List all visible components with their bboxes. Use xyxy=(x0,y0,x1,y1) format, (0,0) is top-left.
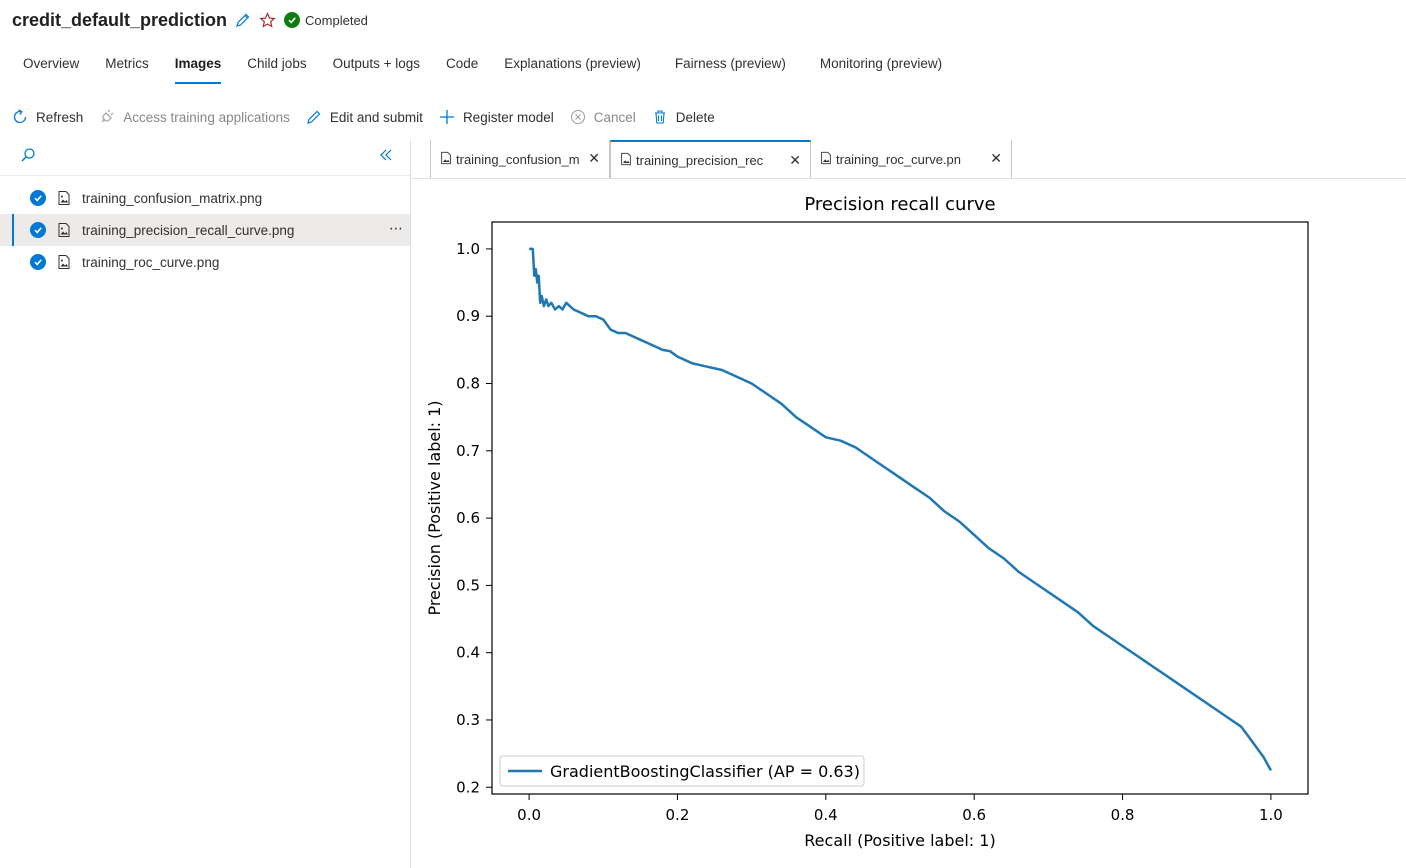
x-tick-label: 0.0 xyxy=(517,806,541,824)
search-icon[interactable] xyxy=(20,147,36,168)
edit-and-submit-button[interactable]: Edit and submit xyxy=(306,109,423,125)
checkmark-icon[interactable] xyxy=(30,254,46,270)
file-list-header xyxy=(0,140,410,176)
plus-icon xyxy=(439,110,454,124)
image-file-icon xyxy=(56,222,72,238)
tab-images[interactable]: Images xyxy=(162,46,235,86)
series-line xyxy=(529,247,1272,772)
close-icon[interactable]: ✕ xyxy=(588,150,600,166)
y-tick-label: 0.7 xyxy=(456,442,480,460)
image-tab-precision-recall[interactable]: training_precision_rec ✕ xyxy=(610,140,811,178)
x-tick-label: 0.2 xyxy=(666,806,690,824)
more-options-icon[interactable]: ⋯ xyxy=(389,220,404,236)
checkmark-icon[interactable] xyxy=(30,190,46,206)
x-tick-label: 0.8 xyxy=(1111,806,1135,824)
image-file-icon xyxy=(619,152,633,169)
y-tick-label: 1.0 xyxy=(456,240,480,258)
tab-explanations[interactable]: Explanations (preview) xyxy=(504,56,641,71)
favorite-star-icon[interactable] xyxy=(259,11,276,29)
job-title: credit_default_prediction xyxy=(12,9,228,30)
tab-fairness[interactable]: Fairness (preview) xyxy=(674,56,786,71)
image-tab-strip: training_confusion_m ✕ training_precisio… xyxy=(430,140,1012,178)
delete-label: Delete xyxy=(675,109,715,125)
x-tick-label: 0.6 xyxy=(962,806,986,824)
pencil-icon xyxy=(307,110,321,124)
collapse-panel-icon[interactable] xyxy=(378,147,394,168)
image-file-icon xyxy=(439,151,453,168)
file-name: training_confusion_matrix.png xyxy=(82,190,263,206)
tab-monitoring[interactable]: Monitoring (preview) xyxy=(819,56,943,71)
image-file-list-panel: training_confusion_matrix.png training_p… xyxy=(0,140,411,868)
file-name: training_roc_curve.png xyxy=(82,254,220,270)
register-model-button[interactable]: Register model xyxy=(439,109,554,125)
y-axis-label: Precision (Positive label: 1) xyxy=(425,400,444,615)
image-tab-roc-curve[interactable]: training_roc_curve.pn ✕ xyxy=(811,140,1012,178)
delete-button[interactable]: Delete xyxy=(652,109,715,125)
plug-icon xyxy=(101,109,114,123)
refresh-button[interactable]: Refresh xyxy=(12,109,83,125)
status-text: Completed xyxy=(305,12,368,28)
y-tick-label: 0.2 xyxy=(456,778,480,796)
tab-divider xyxy=(412,178,1406,179)
refresh-label: Refresh xyxy=(36,109,84,125)
y-tick-label: 0.8 xyxy=(456,375,480,393)
edit-label: Edit and submit xyxy=(329,109,423,125)
tab-metrics[interactable]: Metrics xyxy=(105,56,149,71)
y-tick-label: 0.6 xyxy=(456,509,480,527)
file-item-confusion-matrix[interactable]: training_confusion_matrix.png xyxy=(0,182,410,214)
x-tick-label: 0.4 xyxy=(814,806,838,824)
tab-outputs-logs[interactable]: Outputs + logs xyxy=(332,56,421,71)
image-file-icon xyxy=(819,151,833,168)
trash-icon xyxy=(654,110,665,124)
tab-code[interactable]: Code xyxy=(446,56,479,71)
y-tick-label: 0.9 xyxy=(456,307,480,325)
image-file-icon xyxy=(56,190,72,206)
register-label: Register model xyxy=(462,109,554,125)
tab-child-jobs[interactable]: Child jobs xyxy=(247,56,307,71)
close-icon[interactable]: ✕ xyxy=(789,152,801,168)
checkmark-icon[interactable] xyxy=(30,222,46,238)
plot-frame xyxy=(491,221,1309,795)
x-axis-label: Recall (Positive label: 1) xyxy=(804,831,995,850)
image-tab-label: training_roc_curve.pn xyxy=(836,151,962,167)
status-badge: Completed xyxy=(284,12,368,28)
y-tick-label: 0.3 xyxy=(456,711,480,729)
access-label: Access training applications xyxy=(123,109,290,125)
job-tabs: Overview Metrics Images Child jobs Outpu… xyxy=(10,46,955,86)
cancel-button[interactable]: Cancel xyxy=(570,109,636,125)
close-icon[interactable]: ✕ xyxy=(990,150,1002,166)
chart-title: Precision recall curve xyxy=(804,194,995,215)
precision-recall-chart: Precision recall curve 0.0 0.2 0.4 0.6 0.8 1.… xyxy=(425,194,1309,850)
success-check-icon xyxy=(284,12,301,28)
y-tick-label: 0.5 xyxy=(456,576,480,594)
file-item-roc-curve[interactable]: training_roc_curve.png xyxy=(0,246,410,278)
chart-legend: GradientBoostingClassifier (AP = 0.63) xyxy=(499,755,865,787)
x-tick-label: 1.0 xyxy=(1259,806,1283,824)
command-bar: Refresh Access training applications Edi… xyxy=(12,104,731,130)
legend-label: GradientBoostingClassifier (AP = 0.63) xyxy=(550,762,860,781)
file-name: training_precision_recall_curve.png xyxy=(82,222,295,238)
job-header: credit_default_prediction Completed xyxy=(12,6,368,34)
image-tab-label: training_confusion_m xyxy=(456,151,580,167)
image-file-icon xyxy=(56,254,72,270)
y-tick-label: 0.4 xyxy=(456,644,480,662)
x-axis-ticks: 0.0 0.2 0.4 0.6 0.8 1.0 xyxy=(517,794,1283,824)
image-tab-confusion-matrix[interactable]: training_confusion_m ✕ xyxy=(430,140,610,178)
cancel-circle-icon xyxy=(570,109,585,125)
image-tab-label: training_precision_rec xyxy=(636,152,764,168)
legend-box xyxy=(499,755,865,787)
y-axis-ticks: 0.2 0.3 0.4 0.5 0.6 0.7 0.8 0.9 1.0 xyxy=(456,240,492,796)
edit-title-icon[interactable] xyxy=(235,12,251,28)
refresh-icon xyxy=(13,109,27,124)
cancel-label: Cancel xyxy=(593,109,636,125)
tab-overview[interactable]: Overview xyxy=(23,56,80,71)
access-training-applications-button[interactable]: Access training applications xyxy=(99,109,290,125)
file-item-precision-recall-curve[interactable]: training_precision_recall_curve.png ⋯ xyxy=(0,214,410,246)
